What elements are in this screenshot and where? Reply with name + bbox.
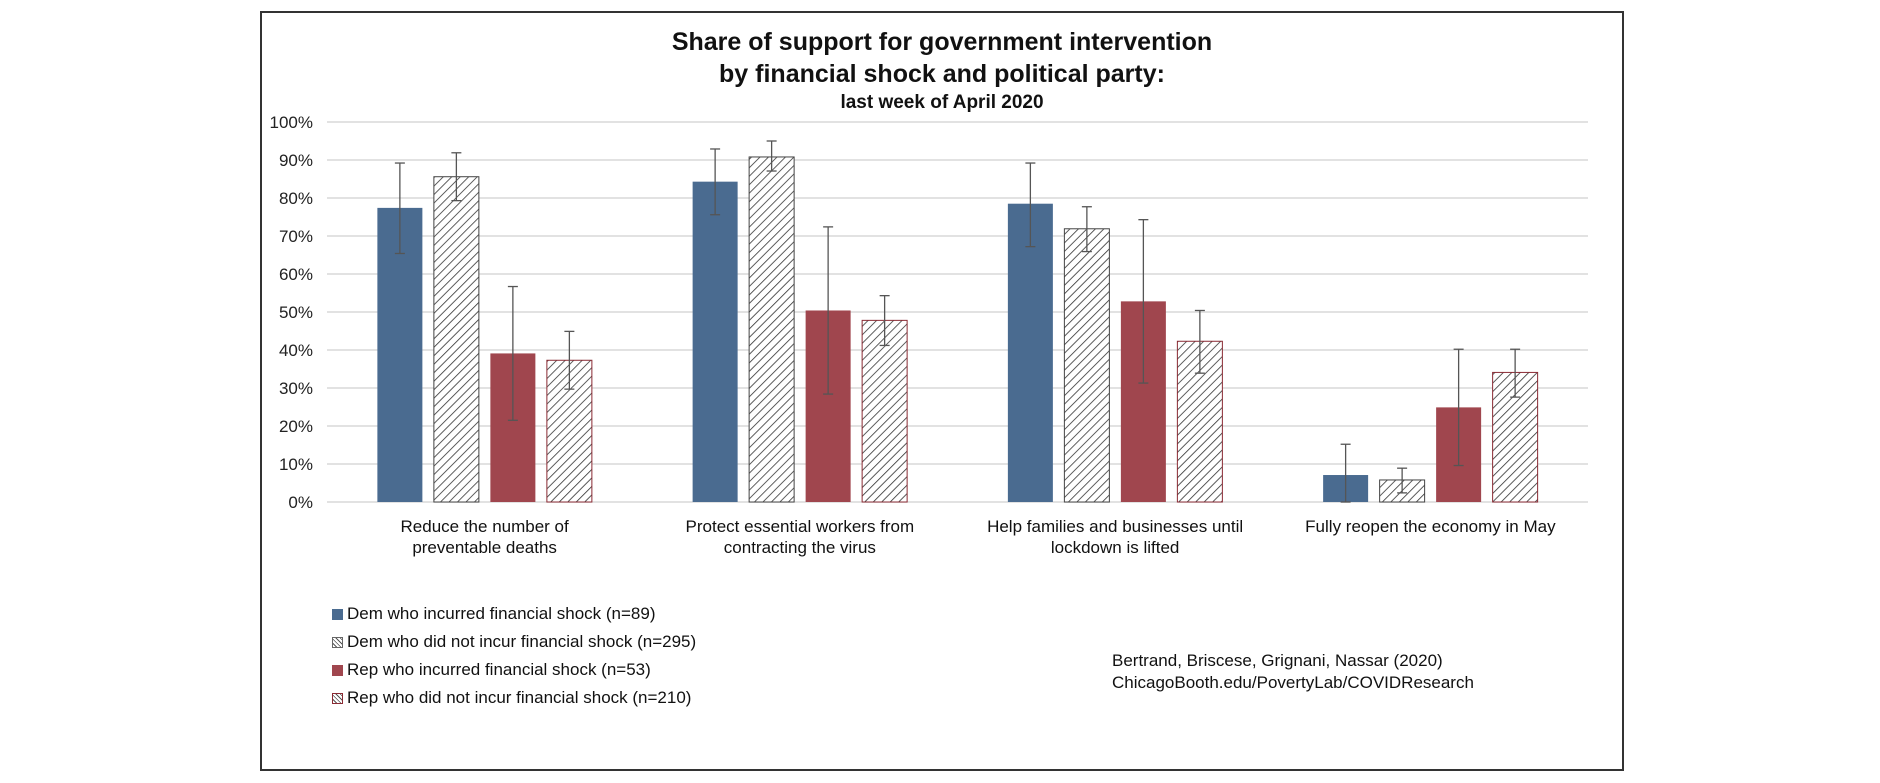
legend-label: Rep who incurred financial shock (n=53) <box>347 660 651 679</box>
x-tick-label: Reduce the number of preventable deaths <box>400 517 569 557</box>
legend-swatch-dem-shock <box>332 608 343 620</box>
y-tick-label: 50% <box>279 303 313 322</box>
legend-label: Dem who did not incur financial shock (n… <box>347 632 697 651</box>
y-tick-label: 40% <box>279 341 313 360</box>
bar-dem-shock <box>1007 203 1053 502</box>
bar-dem-shock <box>692 181 738 502</box>
y-tick-label: 90% <box>279 151 313 170</box>
gridlines <box>327 121 1588 503</box>
credit-url: ChicagoBooth.edu/PovertyLab/COVIDResearc… <box>1112 673 1474 692</box>
legend-item: Rep who incurred financial shock (n=53) <box>332 656 696 684</box>
y-tick-label: 100% <box>270 113 313 132</box>
error-bars <box>394 140 1521 503</box>
legend-swatch-rep-shock <box>332 664 343 676</box>
bar-rep-no-shock <box>861 319 908 503</box>
chart-title-line2: by financial shock and political party: <box>719 60 1165 88</box>
y-tick-label: 30% <box>279 379 313 398</box>
chart-title: Share of support for government interven… <box>671 28 1213 56</box>
y-tick-label: 70% <box>279 227 313 246</box>
legend-item: Rep who did not incur financial shock (n… <box>332 684 696 712</box>
y-tick-label: 10% <box>279 455 313 474</box>
bar-dem-no-shock <box>433 176 480 503</box>
legend-label: Rep who did not incur financial shock (n… <box>347 688 692 707</box>
y-tick-label: 20% <box>279 417 313 436</box>
legend-item: Dem who incurred financial shock (n=89) <box>332 600 696 628</box>
chart-subtitle: last week of April 2020 <box>840 92 1044 113</box>
y-tick-label: 0% <box>288 493 313 512</box>
x-tick-label: Help families and businesses until lockd… <box>987 517 1244 557</box>
legend-swatch-rep-no-shock <box>332 692 343 704</box>
legend: Dem who incurred financial shock (n=89) … <box>332 600 696 712</box>
y-tick-label: 60% <box>279 265 313 284</box>
y-tick-label: 80% <box>279 189 313 208</box>
bar-dem-no-shock <box>1063 228 1110 503</box>
chart-frame <box>260 11 1624 771</box>
legend-swatch-dem-no-shock <box>332 636 343 648</box>
bar-dem-no-shock <box>748 156 795 503</box>
bars <box>377 156 1539 503</box>
x-tick-label: Fully reopen the economy in May <box>1305 517 1556 536</box>
legend-item: Dem who did not incur financial shock (n… <box>332 628 696 656</box>
y-axis-ticks: 0% 10% 20% 30% 40% 50% 60% 70% 80% 90% 100% <box>270 113 313 512</box>
bar-dem-shock <box>377 207 423 502</box>
x-tick-label: Protect essential workers from contracti… <box>685 517 915 557</box>
credit-authors: Bertrand, Briscese, Grignani, Nassar (20… <box>1112 651 1443 670</box>
legend-label: Dem who incurred financial shock (n=89) <box>347 604 656 623</box>
